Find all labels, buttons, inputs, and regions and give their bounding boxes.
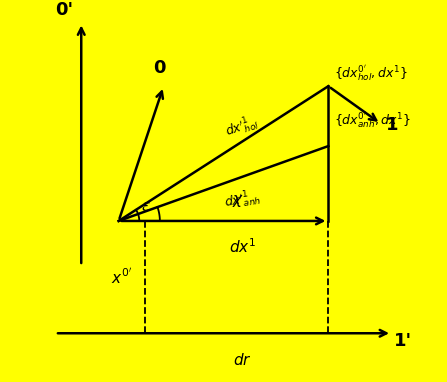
Text: $dx'^{1}_{anh}$: $dx'^{1}_{anh}$ xyxy=(223,187,262,213)
Text: $dx^1$: $dx^1$ xyxy=(228,238,256,256)
Text: $\{dx^{0'}_{hol}, dx^1\}$: $\{dx^{0'}_{hol}, dx^1\}$ xyxy=(334,63,408,83)
Text: $\chi$: $\chi$ xyxy=(232,193,245,209)
Text: 0': 0' xyxy=(55,1,73,19)
Text: 1: 1 xyxy=(386,117,399,134)
Text: $dr$: $dr$ xyxy=(233,352,252,368)
Text: $x^{0'}$: $x^{0'}$ xyxy=(111,267,132,287)
Text: 1': 1' xyxy=(394,332,412,350)
Text: $dx'^{1}_{hol}$: $dx'^{1}_{hol}$ xyxy=(223,113,261,142)
Text: 0: 0 xyxy=(154,59,166,77)
Text: $\varepsilon$: $\varepsilon$ xyxy=(141,199,151,214)
Text: $\{dx^{0'}_{anh}, dx^1\}$: $\{dx^{0'}_{anh}, dx^1\}$ xyxy=(334,110,411,130)
